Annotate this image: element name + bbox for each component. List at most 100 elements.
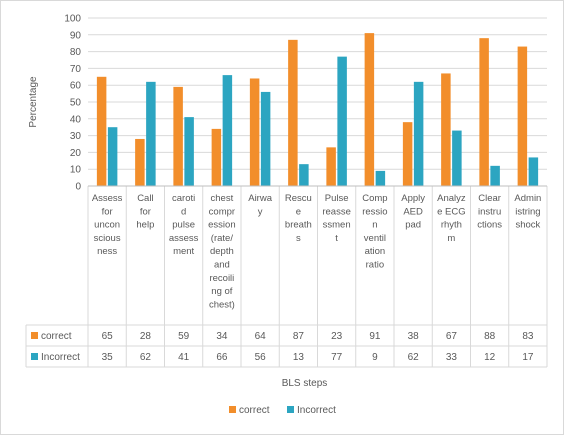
- y-tick-label: 10: [70, 165, 82, 176]
- category-label-line: y: [258, 206, 263, 217]
- y-tick-label: 30: [70, 131, 82, 142]
- table-cell: 12: [484, 352, 496, 363]
- category-label: Airwa y: [248, 193, 272, 217]
- bar-incorrect: [490, 165, 500, 186]
- table-cell: 41: [178, 352, 190, 363]
- table-row-label: correct: [41, 331, 72, 342]
- bar-correct: [249, 78, 260, 186]
- legend-swatch: [229, 406, 236, 413]
- category-label-line: scious: [94, 233, 121, 244]
- category-label-line: ratio: [366, 260, 384, 271]
- bar-incorrect: [375, 170, 386, 186]
- category-label-line: AED: [403, 206, 423, 217]
- table-cell: 88: [484, 331, 496, 342]
- data-table: Assess for uncon scious ness Call for help carot…: [25, 185, 548, 368]
- bar-incorrect: [528, 157, 539, 186]
- table-cell: 38: [408, 331, 420, 342]
- legend: correct Incorrect: [229, 405, 336, 416]
- category-label-line: n: [372, 220, 377, 231]
- table-cell: 33: [446, 352, 458, 363]
- category-label: Clear instru ctions: [477, 193, 502, 231]
- category-label-line: e: [296, 206, 301, 217]
- category-label-line: for: [102, 206, 113, 217]
- bar-incorrect: [146, 81, 156, 186]
- y-axis-ticks: 0 10 20 30 40 50 60 70 80 90 100: [64, 14, 81, 193]
- bars: [96, 33, 539, 187]
- bar-incorrect: [337, 56, 347, 186]
- bar-correct: [173, 86, 183, 186]
- bar-incorrect: [107, 127, 118, 186]
- category-label-line: uncon: [94, 220, 120, 231]
- category-label-line: for: [140, 206, 151, 217]
- table-cell: 66: [216, 352, 228, 363]
- category-label-line: m: [447, 233, 455, 244]
- table-cell: 59: [178, 331, 190, 342]
- bar-incorrect: [222, 75, 233, 186]
- category-label-line: Call: [137, 193, 153, 204]
- bar-incorrect: [413, 81, 424, 186]
- category-label-line: assess: [169, 233, 199, 244]
- category-label-line: instru: [478, 206, 501, 217]
- bar-incorrect: [452, 130, 462, 186]
- category-label-line: ment: [173, 246, 194, 257]
- category-label-line: d: [181, 206, 186, 217]
- bar-correct: [211, 128, 222, 186]
- table-cell: 64: [255, 331, 267, 342]
- gridlines: [88, 17, 547, 187]
- bar-correct: [135, 138, 145, 186]
- category-label-line: and: [214, 260, 230, 271]
- category-label-line: reasse: [322, 206, 351, 217]
- bar-incorrect: [260, 91, 271, 186]
- category-label-line: ation: [365, 246, 386, 257]
- bar-correct: [288, 39, 298, 187]
- y-tick-label: 20: [70, 148, 82, 159]
- category-label-line: ssmen: [323, 220, 351, 231]
- y-tick-label: 50: [70, 98, 82, 109]
- category-label-line: Pulse: [325, 193, 349, 204]
- category-label-line: compr: [209, 206, 235, 217]
- category-label-line: ventil: [364, 233, 386, 244]
- bar-correct: [96, 76, 107, 186]
- category-label-line: ng of: [211, 286, 232, 297]
- category-label-line: istring: [515, 206, 540, 217]
- category-label-line: (rate/: [211, 233, 234, 244]
- y-tick-label: 80: [70, 47, 82, 58]
- table-cell: 34: [216, 331, 228, 342]
- category-label-line: chest): [209, 299, 235, 310]
- category-label-line: breath: [285, 220, 312, 231]
- category-label: Analyz e ECG rhyth m: [437, 193, 466, 244]
- category-label-line: ressio: [362, 206, 387, 217]
- category-label: Apply AED pad: [401, 193, 425, 231]
- table-cell: 91: [369, 331, 381, 342]
- y-tick-label: 70: [70, 64, 82, 75]
- category-label: caroti d pulse assess ment: [169, 193, 199, 257]
- x-axis-title: BLS steps: [282, 378, 328, 389]
- category-label-line: ctions: [477, 220, 502, 231]
- table-cell: 87: [293, 331, 305, 342]
- category-label-line: pulse: [172, 220, 195, 231]
- bar-correct: [364, 33, 375, 187]
- bar-correct: [402, 122, 413, 186]
- category-label-line: s: [296, 233, 301, 244]
- category-label-line: ession: [208, 220, 235, 231]
- bar-incorrect: [184, 117, 194, 186]
- y-tick-label: 100: [64, 14, 81, 25]
- category-label-line: pad: [405, 220, 421, 231]
- bar-correct: [441, 73, 451, 186]
- table-cell: 83: [522, 331, 534, 342]
- y-tick-label: 40: [70, 114, 82, 125]
- category-label-line: Airwa: [248, 193, 272, 204]
- bar-incorrect: [299, 164, 309, 186]
- category-label-line: rhyth: [441, 220, 462, 231]
- category-label-line: help: [136, 220, 154, 231]
- table-legend-swatch: [31, 353, 38, 360]
- table-cell: 35: [102, 352, 114, 363]
- category-label: Comp ressio n ventil ation ratio: [362, 193, 387, 271]
- category-label: Pulse reasse ssmen t: [322, 193, 351, 244]
- category-label: Rescu e breath s: [285, 193, 312, 244]
- category-label: Call for help: [136, 193, 154, 231]
- category-label: Admin istring shock: [514, 193, 541, 231]
- table-cell: 28: [140, 331, 152, 342]
- category-label-line: t: [335, 233, 338, 244]
